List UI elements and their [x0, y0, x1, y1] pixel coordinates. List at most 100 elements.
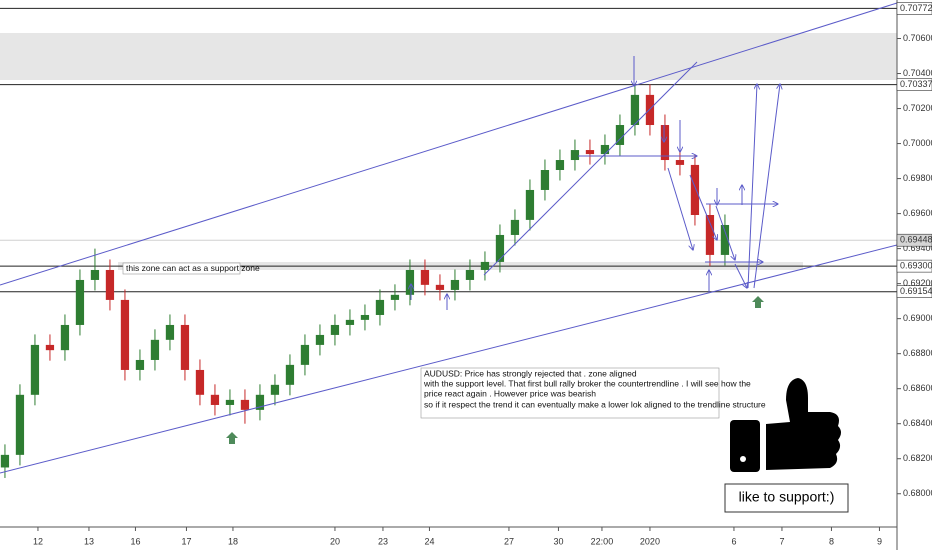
candle-body — [135, 359, 145, 370]
candle-body — [555, 160, 565, 171]
candle-body — [435, 284, 445, 290]
candle-body — [450, 279, 460, 290]
candle-body — [0, 454, 10, 468]
x-tick-label: 27 — [504, 536, 514, 546]
candle-body — [90, 269, 100, 280]
candle-body — [660, 125, 670, 161]
candle-body — [525, 189, 535, 220]
candle-body — [585, 150, 595, 155]
y-tick-label: 0.68000 — [903, 488, 932, 498]
x-tick-label: 22:00 — [591, 536, 614, 546]
lower-channel — [0, 244, 898, 474]
thumb-icon — [730, 378, 841, 472]
candle-body — [150, 339, 160, 360]
zone-note: this zone can act as a support zone — [126, 263, 260, 273]
price-level-label: 0.69300 — [900, 261, 932, 271]
x-tick-label: 8 — [829, 536, 834, 546]
cta: like to support:) — [739, 489, 835, 505]
arrow — [753, 84, 780, 289]
arrow — [689, 174, 717, 240]
x-tick-label: 9 — [877, 536, 882, 546]
candle-body — [195, 369, 205, 395]
analysis-line: so if it respect the trend it can eventu… — [424, 399, 766, 409]
candle-body — [705, 215, 715, 255]
candle-body — [270, 384, 280, 395]
price-level-tag — [896, 78, 932, 91]
thumb-hand — [766, 378, 841, 470]
candle-body — [45, 344, 55, 351]
arrow — [667, 167, 693, 250]
price-level-label: 0.70337 — [900, 79, 932, 89]
plot — [0, 7, 897, 478]
arrow — [734, 263, 747, 288]
price-level-tag — [896, 2, 932, 15]
candle-body — [120, 299, 130, 370]
candle-body — [30, 344, 40, 395]
candle-body — [570, 150, 580, 161]
zone-note-box — [122, 262, 241, 275]
candle-body — [420, 269, 430, 285]
candle-body — [720, 224, 730, 255]
candle-body — [630, 94, 640, 126]
x-tick-label: 17 — [181, 536, 191, 546]
analysis-line: AUDUSD: Price has strongly rejected that… — [424, 368, 637, 378]
resistance-zone — [0, 33, 897, 80]
candle-body — [255, 394, 265, 410]
candle-body — [165, 324, 175, 340]
x-tick-label: 2020 — [640, 536, 660, 546]
candle-body — [285, 364, 295, 385]
candle-body — [600, 144, 610, 155]
candle-body — [225, 399, 235, 405]
analysis-line: with the support level. That first bull … — [423, 378, 751, 388]
x-tick-label: 24 — [424, 536, 434, 546]
candle-body — [390, 294, 400, 300]
candle-body — [375, 299, 385, 315]
candle-body — [60, 324, 70, 351]
candle-body — [240, 399, 250, 410]
x-tick-label: 16 — [130, 536, 140, 546]
arrow — [715, 205, 735, 260]
candle-body — [180, 324, 190, 370]
candle-body — [675, 160, 685, 165]
candle-body — [210, 394, 220, 405]
candle-body — [690, 164, 700, 216]
candle-body — [645, 94, 655, 126]
candle-body — [540, 170, 550, 190]
candle-body — [75, 279, 85, 325]
thumb-cuff — [730, 420, 760, 472]
price-level-label: 0.69448 — [900, 235, 932, 245]
candle-body — [330, 324, 340, 335]
price-level-tag — [896, 285, 932, 298]
cta-box — [724, 483, 849, 513]
trendline — [483, 61, 698, 276]
candle-body — [15, 394, 25, 455]
x-tick-label: 23 — [378, 536, 388, 546]
price-level-tag — [896, 259, 932, 273]
up-signal — [226, 432, 238, 444]
candle-body — [300, 344, 310, 365]
price-level-tag — [896, 233, 932, 247]
candle-body — [465, 269, 475, 280]
x-tick-label: 12 — [33, 536, 43, 546]
arrow — [747, 84, 757, 289]
analysis-line: price react again . However price was be… — [424, 388, 596, 398]
candle-body — [615, 125, 625, 145]
x-tick-label: 20 — [330, 536, 340, 546]
candle-body — [315, 334, 325, 345]
candle-body — [510, 219, 520, 235]
price-level-label: 0.69154 — [900, 286, 932, 296]
x-tick-label: 7 — [779, 536, 784, 546]
x-tick-label: 6 — [731, 536, 736, 546]
